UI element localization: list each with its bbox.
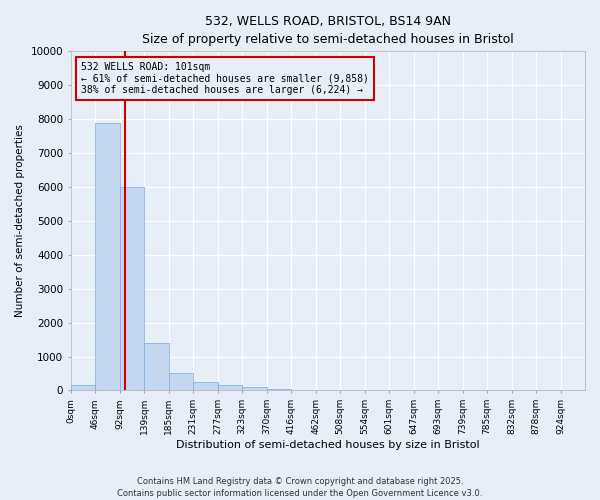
Bar — [95, 122, 120, 390]
Bar — [120, 187, 144, 390]
X-axis label: Distribution of semi-detached houses by size in Bristol: Distribution of semi-detached houses by … — [176, 440, 480, 450]
Y-axis label: Number of semi-detached properties: Number of semi-detached properties — [15, 124, 25, 318]
Bar — [218, 386, 242, 390]
Bar — [242, 387, 266, 390]
Text: 532 WELLS ROAD: 101sqm
← 61% of semi-detached houses are smaller (9,858)
38% of : 532 WELLS ROAD: 101sqm ← 61% of semi-det… — [81, 62, 369, 94]
Text: Contains HM Land Registry data © Crown copyright and database right 2025.
Contai: Contains HM Land Registry data © Crown c… — [118, 476, 482, 498]
Bar — [71, 386, 95, 390]
Bar — [169, 374, 193, 390]
Bar — [266, 389, 291, 390]
Bar — [144, 343, 169, 390]
Bar — [193, 382, 218, 390]
Title: 532, WELLS ROAD, BRISTOL, BS14 9AN
Size of property relative to semi-detached ho: 532, WELLS ROAD, BRISTOL, BS14 9AN Size … — [142, 15, 514, 46]
